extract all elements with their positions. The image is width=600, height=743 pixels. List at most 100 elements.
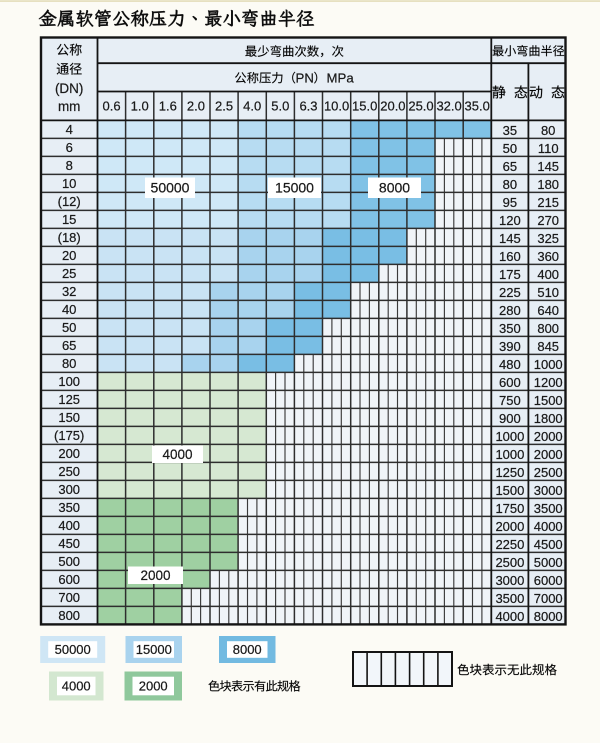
svg-text:250: 250 <box>58 464 80 479</box>
svg-text:225: 225 <box>499 285 521 300</box>
svg-text:1750: 1750 <box>495 501 524 516</box>
svg-text:3500: 3500 <box>495 591 524 606</box>
svg-text:(12): (12) <box>58 194 81 209</box>
svg-text:20: 20 <box>62 248 76 263</box>
svg-text:25.0: 25.0 <box>408 99 433 114</box>
svg-text:800: 800 <box>537 321 559 336</box>
svg-text:360: 360 <box>537 249 559 264</box>
svg-text:4.0: 4.0 <box>243 99 261 114</box>
svg-text:PN: PN <box>296 70 314 85</box>
svg-text:4500: 4500 <box>534 537 563 552</box>
svg-text:175: 175 <box>499 267 521 282</box>
svg-text:350: 350 <box>58 500 80 515</box>
svg-text:2000: 2000 <box>534 429 563 444</box>
svg-text:2500: 2500 <box>534 465 563 480</box>
svg-text:5.0: 5.0 <box>271 99 289 114</box>
svg-text:2000: 2000 <box>495 519 524 534</box>
svg-text:10.0: 10.0 <box>324 99 349 114</box>
svg-text:1500: 1500 <box>534 393 563 408</box>
svg-text:15: 15 <box>62 212 76 227</box>
svg-text:125: 125 <box>58 392 80 407</box>
svg-text:6.3: 6.3 <box>299 99 317 114</box>
svg-text:6: 6 <box>66 140 73 155</box>
svg-text:8000: 8000 <box>534 609 563 624</box>
svg-text:4000: 4000 <box>62 679 91 694</box>
svg-text:750: 750 <box>499 393 521 408</box>
svg-text:4000: 4000 <box>162 447 192 462</box>
svg-text:(18): (18) <box>58 230 81 245</box>
svg-text:2.0: 2.0 <box>187 99 205 114</box>
svg-text:10: 10 <box>62 176 76 191</box>
svg-text:MPa: MPa <box>327 70 355 85</box>
svg-text:8000: 8000 <box>379 180 410 196</box>
svg-text:145: 145 <box>537 159 559 174</box>
svg-text:4000: 4000 <box>534 519 563 534</box>
svg-text:8: 8 <box>66 158 73 173</box>
svg-text:150: 150 <box>58 410 80 425</box>
svg-text:480: 480 <box>499 357 521 372</box>
svg-text:3000: 3000 <box>534 483 563 498</box>
svg-text:500: 500 <box>58 554 80 569</box>
svg-text:mm: mm <box>58 99 81 114</box>
svg-text:40: 40 <box>62 302 76 317</box>
svg-text:640: 640 <box>537 303 559 318</box>
svg-text:80: 80 <box>503 177 517 192</box>
svg-text:700: 700 <box>58 590 80 605</box>
svg-text:2000: 2000 <box>139 679 168 694</box>
svg-text:1.6: 1.6 <box>159 99 177 114</box>
svg-text:50: 50 <box>503 141 517 156</box>
svg-text:110: 110 <box>538 141 559 156</box>
svg-text:8000: 8000 <box>233 642 262 657</box>
svg-text:1250: 1250 <box>495 465 524 480</box>
svg-text:1200: 1200 <box>534 375 563 390</box>
svg-text:15000: 15000 <box>275 180 314 196</box>
svg-text:1500: 1500 <box>495 483 524 498</box>
svg-text:15.0: 15.0 <box>352 99 377 114</box>
svg-text:3000: 3000 <box>495 573 524 588</box>
svg-text:7000: 7000 <box>534 591 563 606</box>
svg-text:35.0: 35.0 <box>465 99 490 114</box>
svg-text:35: 35 <box>503 123 517 138</box>
svg-text:80: 80 <box>62 356 76 371</box>
svg-text:1000: 1000 <box>534 357 563 372</box>
svg-text:350: 350 <box>499 321 521 336</box>
svg-text:845: 845 <box>537 339 559 354</box>
svg-text:120: 120 <box>499 213 521 228</box>
svg-text:3500: 3500 <box>534 501 563 516</box>
svg-text:2250: 2250 <box>495 537 524 552</box>
svg-text:180: 180 <box>537 177 559 192</box>
svg-text:280: 280 <box>499 303 521 318</box>
svg-text:(175): (175) <box>54 428 84 443</box>
svg-text:100: 100 <box>58 374 80 389</box>
svg-text:1800: 1800 <box>534 411 563 426</box>
svg-text:400: 400 <box>537 267 559 282</box>
svg-text:1000: 1000 <box>495 447 524 462</box>
svg-text:390: 390 <box>499 339 521 354</box>
svg-text:900: 900 <box>499 411 521 426</box>
svg-text:65: 65 <box>503 159 517 174</box>
svg-text:160: 160 <box>499 249 521 264</box>
svg-text:25: 25 <box>62 266 76 281</box>
svg-text:200: 200 <box>58 446 80 461</box>
svg-text:95: 95 <box>503 195 517 210</box>
svg-text:600: 600 <box>58 572 80 587</box>
svg-text:600: 600 <box>499 375 521 390</box>
svg-text:0.6: 0.6 <box>103 99 121 114</box>
svg-text:2.5: 2.5 <box>215 99 233 114</box>
svg-text:(DN): (DN) <box>55 81 84 96</box>
svg-text:450: 450 <box>58 536 80 551</box>
svg-text:4: 4 <box>66 122 73 137</box>
svg-text:145: 145 <box>499 231 521 246</box>
svg-text:50: 50 <box>62 320 76 335</box>
svg-text:800: 800 <box>58 608 80 623</box>
svg-text:300: 300 <box>58 482 80 497</box>
svg-text:50000: 50000 <box>55 642 91 657</box>
svg-text:80: 80 <box>541 123 555 138</box>
svg-text:20.0: 20.0 <box>380 99 405 114</box>
svg-text:32.0: 32.0 <box>436 99 461 114</box>
svg-text:1000: 1000 <box>495 429 524 444</box>
svg-text:6000: 6000 <box>534 573 563 588</box>
svg-text:1.0: 1.0 <box>131 99 149 114</box>
svg-text:2500: 2500 <box>495 555 524 570</box>
svg-text:325: 325 <box>537 231 559 246</box>
